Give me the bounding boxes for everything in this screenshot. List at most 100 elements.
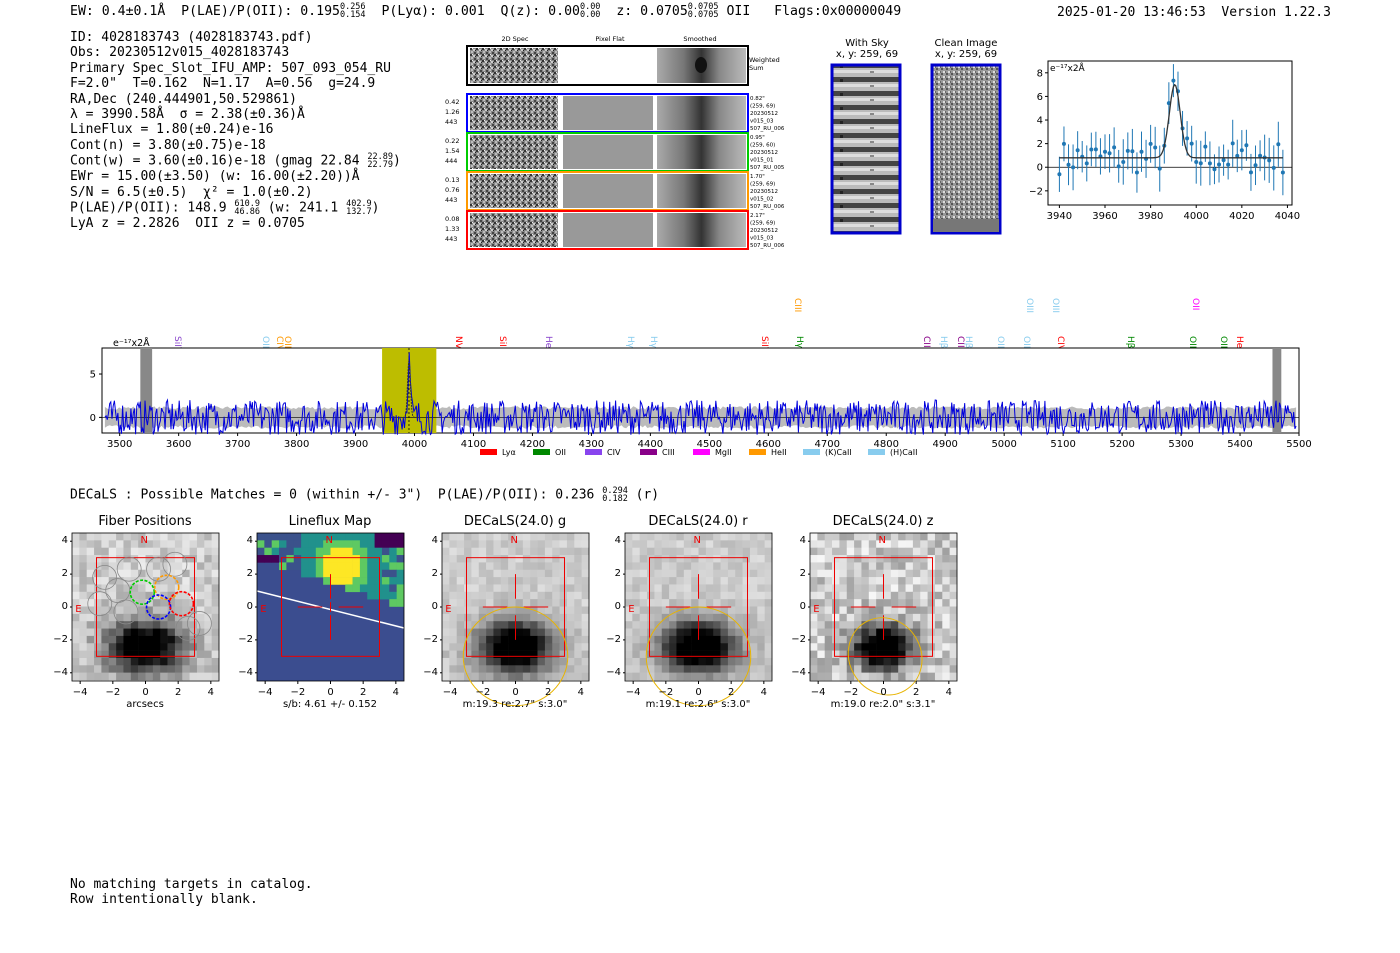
zoom-data-point <box>1253 163 1258 168</box>
fit-line <box>399 359 419 418</box>
col-title-pixelflat: Pixel Flat <box>595 35 625 43</box>
panel-x-tick: 2 <box>360 687 366 698</box>
zoom-data-point <box>1276 142 1281 147</box>
spec2d-row: 0.08 1.33 443 2.17" (259, 69)20230512 v015_03… <box>445 210 785 250</box>
zoom-data-point <box>1248 170 1253 175</box>
row-right-info: v015_03 <box>750 236 774 242</box>
legend-entry: HeII <box>771 448 787 457</box>
header-datetime: 2025-01-20 13:46:53 Version 1.22.3 <box>1057 5 1331 20</box>
info-lambda: λ = 3990.58Å σ = 2.38(±0.36)Å <box>70 107 305 123</box>
full-x-tick: 3900 <box>343 439 368 450</box>
info-id: ID: 4028183743 (4028183743.pdf) <box>70 30 313 45</box>
decals-panel: Fiber Positions N E −4 −2 0 2 4 arcsecs <box>70 514 220 710</box>
emission-line-label: OIII <box>1218 336 1228 351</box>
row-right-info: 20230512 <box>750 150 778 156</box>
zoom-x-tick: 4040 <box>1275 211 1300 222</box>
east-label: E <box>445 604 451 615</box>
row-left-stat: 0.13 <box>445 176 459 184</box>
zoom-y-tick: 2 <box>1037 139 1043 150</box>
zoom-data-point <box>1244 143 1249 148</box>
legend-entry: OII <box>555 448 566 457</box>
east-label: E <box>628 604 634 615</box>
spec2d-row: 0.22 1.54 444 0.95" (259, 60)20230512 v015_01… <box>445 132 785 172</box>
panel-x-tick: 4 <box>393 687 399 698</box>
row-left-stat: 443 <box>445 118 457 126</box>
zoom-data-point <box>1061 141 1066 146</box>
zoom-data-point <box>1148 141 1153 146</box>
info-radec: RA,Dec (240.444901,50.529861) <box>70 91 297 107</box>
info-contw: Cont(w) = 3.60(±0.16)e-18 (gmag 22.84 22… <box>70 152 401 171</box>
row-right-info: 507_RU_006 <box>750 243 785 249</box>
zoom-data-point <box>1093 147 1098 152</box>
emission-line-label: CIII <box>792 298 802 312</box>
panel-y-ticks: 4 2 0 −2 −4 <box>238 535 253 678</box>
panel-x-tick: −4 <box>626 687 641 698</box>
row-right-info: v015_01 <box>750 158 774 164</box>
full-x-tick: 4800 <box>874 439 899 450</box>
row-left-stat: 443 <box>445 196 457 204</box>
decals-panel: DECaLS(24.0) z N E −4 −2 0 2 4 m:19.0 re:2.0" s:… <box>808 514 958 710</box>
zoom-data-point <box>1203 144 1208 149</box>
panel-caption: m:19.3 re:2.7" s:3.0" <box>463 699 568 710</box>
zoom-data-point <box>1221 158 1226 163</box>
zoom-x-tick: 3980 <box>1138 211 1163 222</box>
panel-caption: m:19.0 re:2.0" s:3.1" <box>831 699 936 710</box>
header-plae-range: 0.256 0.154 <box>339 2 366 20</box>
row-left-stat: 1.33 <box>445 225 459 233</box>
weighted-label-2: Sum <box>749 64 764 72</box>
full-x-tick: 5400 <box>1227 439 1252 450</box>
detection-info: ID: 4028183743 (4028183743.pdf) Obs: 202… <box>70 30 401 231</box>
full-x-tick: 5000 <box>991 439 1016 450</box>
info-sn: S/N = 6.5(±0.5) χ² = 1.0(±0.2) <box>70 184 313 200</box>
panel-x-tick: 4 <box>946 687 952 698</box>
decals-summary: DECaLS : Possible Matches = 0 (within +/… <box>70 486 660 504</box>
panel-x-tick: 0 <box>880 687 886 698</box>
zoom-data-point <box>1084 161 1089 166</box>
full-x-tick: 3500 <box>107 439 132 450</box>
line-fit-plot: e⁻¹⁷x2Å 3940 3960 3980 4000 4020 4040 8 6 4 2 0 −2 <box>1030 60 1300 222</box>
zoom-x-tick: 4020 <box>1229 211 1254 222</box>
zoom-data-point <box>1194 159 1199 164</box>
zoom-data-point <box>1217 162 1222 167</box>
emission-line-label: SiII <box>497 336 507 350</box>
info-contn: Cont(n) = 3.80(±0.75)e-18 <box>70 137 266 153</box>
full-x-tick: 5200 <box>1109 439 1134 450</box>
emission-line-label: OIII <box>1187 336 1197 351</box>
zoom-data-point <box>1267 158 1272 163</box>
header-version: Version 1.22.3 <box>1221 5 1331 20</box>
info-primary: Primary Spec_Slot_IFU_AMP: 507_093_054_R… <box>70 60 391 76</box>
decals-panel: DECaLS(24.0) g N E −4 −2 0 2 4 m:19.3 re:2.7" s:… <box>440 514 590 710</box>
emission-line-label: HeII <box>1234 336 1244 354</box>
col-title-smoothed: Smoothed <box>683 35 716 43</box>
north-label: N <box>326 535 333 546</box>
panel-y-ticks: 4 2 0 −2 −4 <box>606 535 621 678</box>
zoom-data-point <box>1235 153 1240 158</box>
zoom-unit-label: e⁻¹⁷x2Å <box>1050 62 1086 74</box>
info-obs: Obs: 20230512v015_4028183743 <box>70 45 290 61</box>
zoom-data-point <box>1207 161 1212 166</box>
panel-x-tick: 4 <box>578 687 584 698</box>
emission-line-label: CII <box>921 336 931 348</box>
zoom-data-point <box>1185 136 1190 141</box>
row-right-info: 0.95" <box>750 135 765 141</box>
panel-x-tick: −4 <box>73 687 88 698</box>
full-x-tick: 4000 <box>402 439 427 450</box>
full-x-tick: 5500 <box>1286 439 1311 450</box>
full-x-tick: 4200 <box>520 439 545 450</box>
panel-x-tick: 0 <box>327 687 333 698</box>
masked-region <box>140 348 153 433</box>
north-label: N <box>511 535 518 546</box>
zoom-y-tick: 6 <box>1037 92 1043 103</box>
emission-line-label: OIII <box>260 336 270 351</box>
panel-x-tick: 0 <box>512 687 518 698</box>
info-ewr: EWr = 15.00(±3.50) (w: 16.00(±2.20))Å <box>70 169 360 185</box>
panel-title: DECaLS(24.0) r <box>648 514 748 529</box>
panel-title: DECaLS(24.0) g <box>464 514 566 529</box>
header-z-line: OII <box>726 4 751 19</box>
row-left-stat: 444 <box>445 157 457 165</box>
emission-line-label: Hβ <box>1125 336 1135 349</box>
emission-line-label: SiIV <box>759 336 769 354</box>
zoom-data-point <box>1239 148 1244 153</box>
panel-x-tick: −2 <box>475 687 490 698</box>
footer-line1: No matching targets in catalog. <box>70 877 313 892</box>
